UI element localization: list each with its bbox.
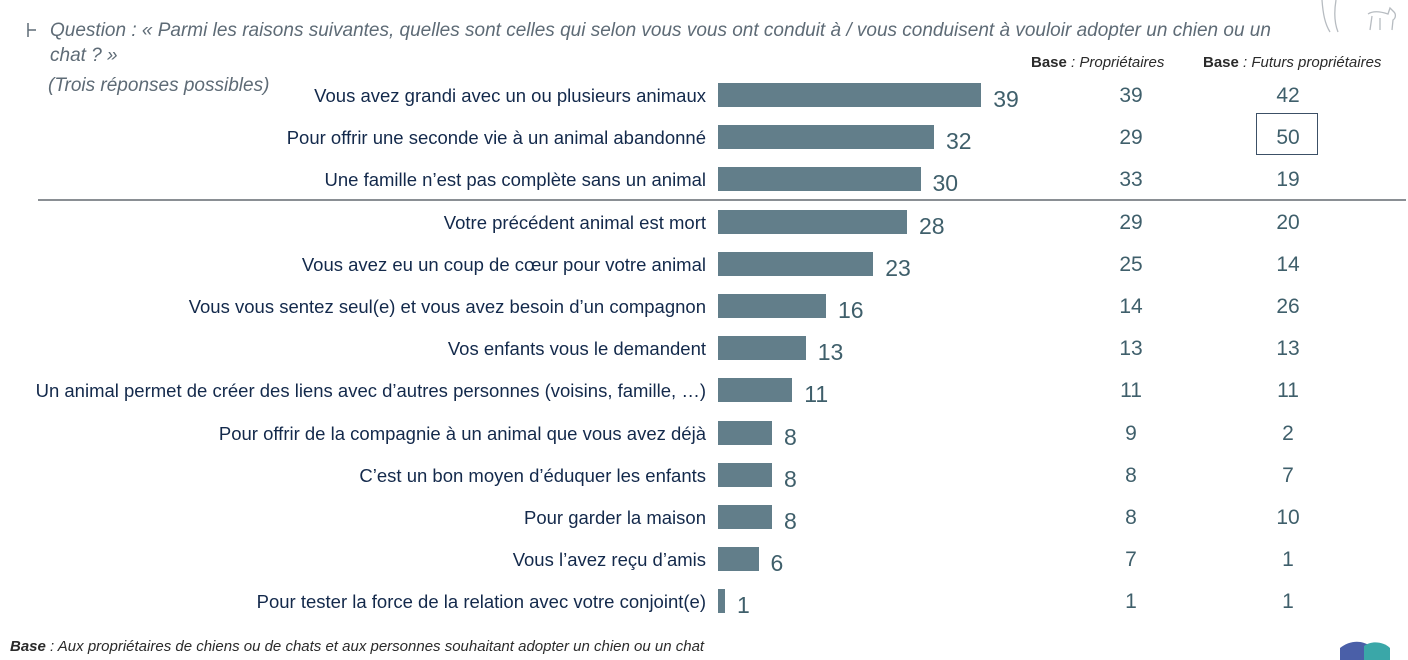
category-label: C’est un bon moyen d’éduquer les enfants — [359, 465, 706, 486]
bar — [718, 547, 759, 571]
owners-value: 25 — [1119, 253, 1143, 276]
question-subnote: (Trois réponses possibles) — [48, 75, 270, 96]
future-owners-value: 2 — [1282, 422, 1294, 445]
bar — [718, 336, 806, 360]
bar — [718, 252, 874, 276]
category-label: Vos enfants vous le demandent — [447, 338, 706, 359]
category-label: Un animal permet de créer des liens avec… — [35, 380, 706, 401]
bar — [718, 210, 907, 234]
future-owners-value: 14 — [1276, 253, 1300, 276]
future-owners-value: 13 — [1276, 337, 1300, 360]
category-label: Une famille n’est pas complète sans un a… — [324, 169, 707, 190]
highlight-box — [1256, 113, 1318, 155]
bar — [718, 125, 934, 149]
bar-value-label: 16 — [838, 297, 864, 323]
category-label: Pour offrir de la compagnie à un animal … — [218, 423, 706, 444]
footer-base-note: Base : Aux propriétaires de chiens ou de… — [10, 638, 705, 655]
bar-value-label: 30 — [932, 170, 959, 196]
bar — [718, 167, 921, 191]
column-header-owners: Base : Propriétaires — [1031, 54, 1165, 71]
bar-value-label: 8 — [784, 466, 797, 492]
bar-value-label: 8 — [784, 424, 797, 450]
bar-value-label: 32 — [946, 128, 972, 154]
bar — [718, 505, 772, 529]
bar-value-label: 39 — [993, 86, 1019, 112]
owners-value: 14 — [1119, 295, 1143, 318]
category-label: Votre précédent animal est mort — [443, 212, 706, 233]
owners-value: 9 — [1125, 422, 1137, 445]
section-separator — [38, 199, 1406, 201]
bar — [718, 378, 793, 402]
category-label: Vous l’avez reçu d’amis — [512, 549, 706, 570]
pets-illustration-icon — [1321, 0, 1397, 33]
owners-value: 11 — [1120, 379, 1142, 402]
future-owners-value: 7 — [1282, 464, 1294, 487]
future-owners-value: 11 — [1277, 379, 1299, 402]
bar-value-label: 8 — [784, 508, 797, 534]
future-owners-value: 26 — [1276, 295, 1300, 318]
bar — [718, 421, 772, 445]
category-label: Vous vous sentez seul(e) et vous avez be… — [188, 296, 706, 317]
category-label: Pour tester la force de la relation avec… — [256, 591, 706, 612]
bar-value-label: 23 — [885, 255, 911, 281]
brand-logo-icon — [1340, 641, 1390, 660]
bar-value-label: 6 — [770, 550, 784, 576]
bar-value-label: 13 — [817, 339, 844, 365]
owners-value: 7 — [1125, 548, 1137, 571]
future-owners-value: 1 — [1282, 590, 1294, 613]
bar-value-label: 28 — [919, 213, 945, 239]
bar — [718, 589, 725, 613]
future-owners-value: 42 — [1276, 84, 1300, 107]
future-owners-value: 50 — [1276, 126, 1300, 149]
category-label: Pour offrir une seconde vie à un animal … — [286, 127, 706, 148]
bar — [718, 294, 826, 318]
owners-value: 33 — [1119, 168, 1143, 191]
bar-value-label: 1 — [737, 592, 750, 618]
future-owners-value: 19 — [1276, 168, 1300, 191]
bar — [718, 83, 982, 107]
owners-value: 8 — [1125, 506, 1137, 529]
owners-value: 13 — [1119, 337, 1143, 360]
future-owners-value: 1 — [1282, 548, 1294, 571]
column-header-future-owners: Base : Futurs propriétaires — [1203, 54, 1382, 71]
owners-value: 29 — [1119, 211, 1143, 234]
future-owners-value: 20 — [1276, 211, 1300, 234]
bar — [718, 463, 772, 487]
category-label: Vous avez eu un coup de cœur pour votre … — [301, 254, 706, 275]
bar-value-label: 11 — [804, 381, 829, 407]
bullet-marker-icon — [27, 23, 36, 37]
category-label: Vous avez grandi avec un ou plusieurs an… — [314, 85, 706, 106]
owners-value: 1 — [1125, 590, 1137, 613]
question-text: Question : « Parmi les raisons suivantes… — [50, 20, 1271, 66]
category-label: Pour garder la maison — [523, 507, 706, 528]
future-owners-value: 10 — [1276, 506, 1300, 529]
owners-value: 29 — [1119, 126, 1143, 149]
owners-value: 39 — [1119, 84, 1143, 107]
owners-value: 8 — [1125, 464, 1137, 487]
